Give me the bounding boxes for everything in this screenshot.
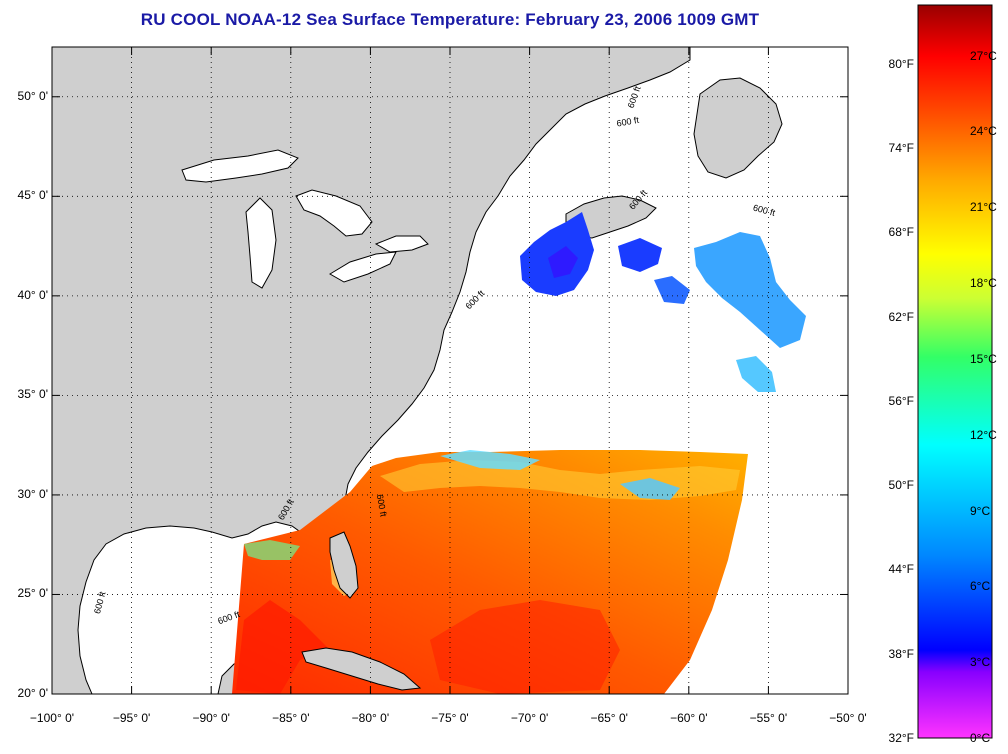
colorbar-fahrenheit-label: 38°F [888,646,914,661]
colorbar-fahrenheit-label: 56°F [888,393,914,408]
axis-ticks [51,47,849,695]
colorbar-fahrenheit-label: 68°F [888,225,914,240]
lat-tick-label: 35° 0' [17,387,48,402]
lon-tick-label: −50° 0' [829,711,867,725]
colorbar [917,4,993,739]
colorbar-fahrenheit-label: 50°F [888,478,914,493]
lon-tick-label: −95° 0' [112,711,151,725]
colorbar-celsius-label: 3°C [970,655,991,670]
lon-tick-label: −100° 0' [29,711,75,725]
lon-tick-label: −60° 0' [670,711,708,725]
lat-tick-label: 20° 0' [17,686,48,700]
colorbar-fahrenheit-label: 44°F [888,562,914,577]
colorbar-celsius-label: 12°C [970,427,997,442]
colorbar-fahrenheit-label: 62°F [888,309,914,324]
lat-tick-label: 40° 0' [17,287,48,302]
colorbar-celsius-label: 21°C [970,200,997,215]
map-title: RU COOL NOAA-12 Sea Surface Temperature:… [140,10,760,29]
land-newfoundland [693,77,783,179]
colorbar-celsius-label: 18°C [970,276,997,291]
colorbar-celsius-label: 27°C [970,48,997,63]
lon-tick-label: −85° 0' [272,711,310,725]
land-cuba-overlay [301,647,422,691]
sst-warm-swath [232,450,748,694]
lon-tick-label: −55° 0' [749,711,788,725]
sst-cold-patch [520,212,806,392]
colorbar-fahrenheit-label: 80°F [888,56,914,71]
lon-tick-label: −80° 0' [351,711,390,725]
lat-tick-label: 50° 0' [17,88,48,103]
colorbar-celsius-label: 15°C [970,351,997,366]
isobath-label: 600 ft [616,115,640,129]
lat-tick-label: 30° 0' [17,486,48,501]
great-lakes [181,149,429,289]
colorbar-celsius-label: 24°C [970,124,997,139]
lon-tick-label: −65° 0' [590,711,628,725]
lon-tick-label: −75° 0' [431,711,469,725]
lon-tick-label: −90° 0' [192,711,230,725]
lat-tick-label: 25° 0' [17,586,48,601]
colorbar-fahrenheit-label: 74°F [888,141,914,156]
colorbar-celsius-label: 6°C [970,579,991,594]
isobath-label: 600 ft [375,494,389,518]
colorbar-celsius-label: 9°C [970,503,991,518]
colorbar-celsius-label: 0°C [970,731,991,745]
land-florida-overlay [329,531,359,599]
lat-tick-label: 45° 0' [17,188,48,203]
lon-tick-label: −70° 0' [510,711,549,725]
colorbar-fahrenheit-label: 32°F [888,731,914,745]
